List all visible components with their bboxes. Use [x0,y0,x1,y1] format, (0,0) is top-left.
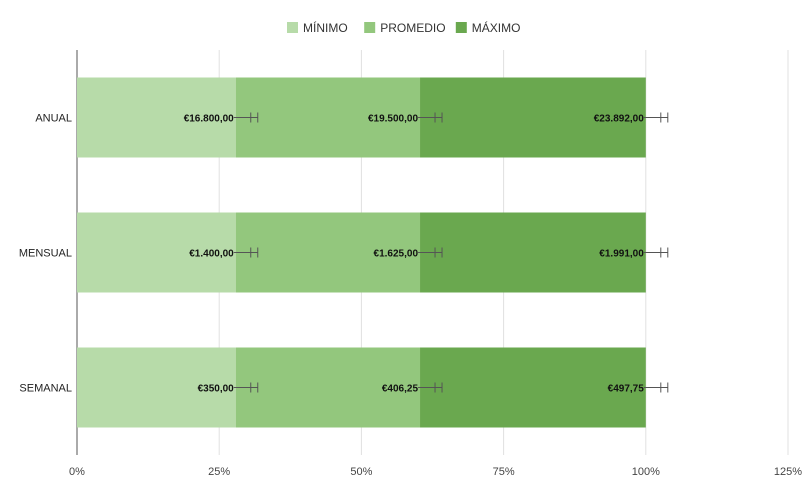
data-label: €1.625,00 [374,249,419,260]
category-label: ANUAL [35,113,72,125]
data-label: €16.800,00 [184,114,234,125]
legend-swatch [364,22,376,33]
legend-swatch [287,22,298,33]
legend-label: PROMEDIO [380,21,445,35]
x-tick-labels: 0% 25% 50% 75% 100% 125% [69,466,802,478]
category-label: MENSUAL [19,248,72,260]
x-tick-label: 125% [774,466,802,478]
bar-segment [420,77,646,158]
x-tick-label: 50% [350,466,372,478]
legend: MÍNIMO PROMEDIO MÁXIMO [287,20,520,35]
data-label: €19.500,00 [368,114,418,125]
bar-segment [77,77,236,158]
bar-segment [420,212,646,293]
bars [77,77,646,428]
legend-swatch [455,22,467,33]
bar-segment [420,347,646,428]
data-label: €350,00 [198,384,235,395]
x-tick-label: 25% [208,466,230,478]
error-bars [233,112,669,393]
bar-segment [235,212,421,293]
legend-label: MÁXIMO [472,20,521,35]
legend-label: MÍNIMO [303,20,348,35]
x-tick-label: 0% [69,466,85,478]
data-label: €406,25 [382,384,419,395]
data-label: €1.400,00 [189,249,234,260]
data-label: €497,75 [608,384,645,395]
data-labels: €16.800,00 €19.500,00 €23.892,00 €1.400,00 €… [184,114,645,395]
x-tick-label: 100% [632,466,660,478]
bar-segment [235,77,421,158]
data-label: €23.892,00 [594,114,644,125]
category-label: SEMANAL [19,383,72,395]
bar-segment [77,212,236,293]
x-tick-label: 75% [493,466,515,478]
data-label: €1.991,00 [599,249,644,260]
bar-segment [77,347,236,428]
category-labels: ANUAL MENSUAL SEMANAL [19,113,72,395]
bar-segment [235,347,421,428]
